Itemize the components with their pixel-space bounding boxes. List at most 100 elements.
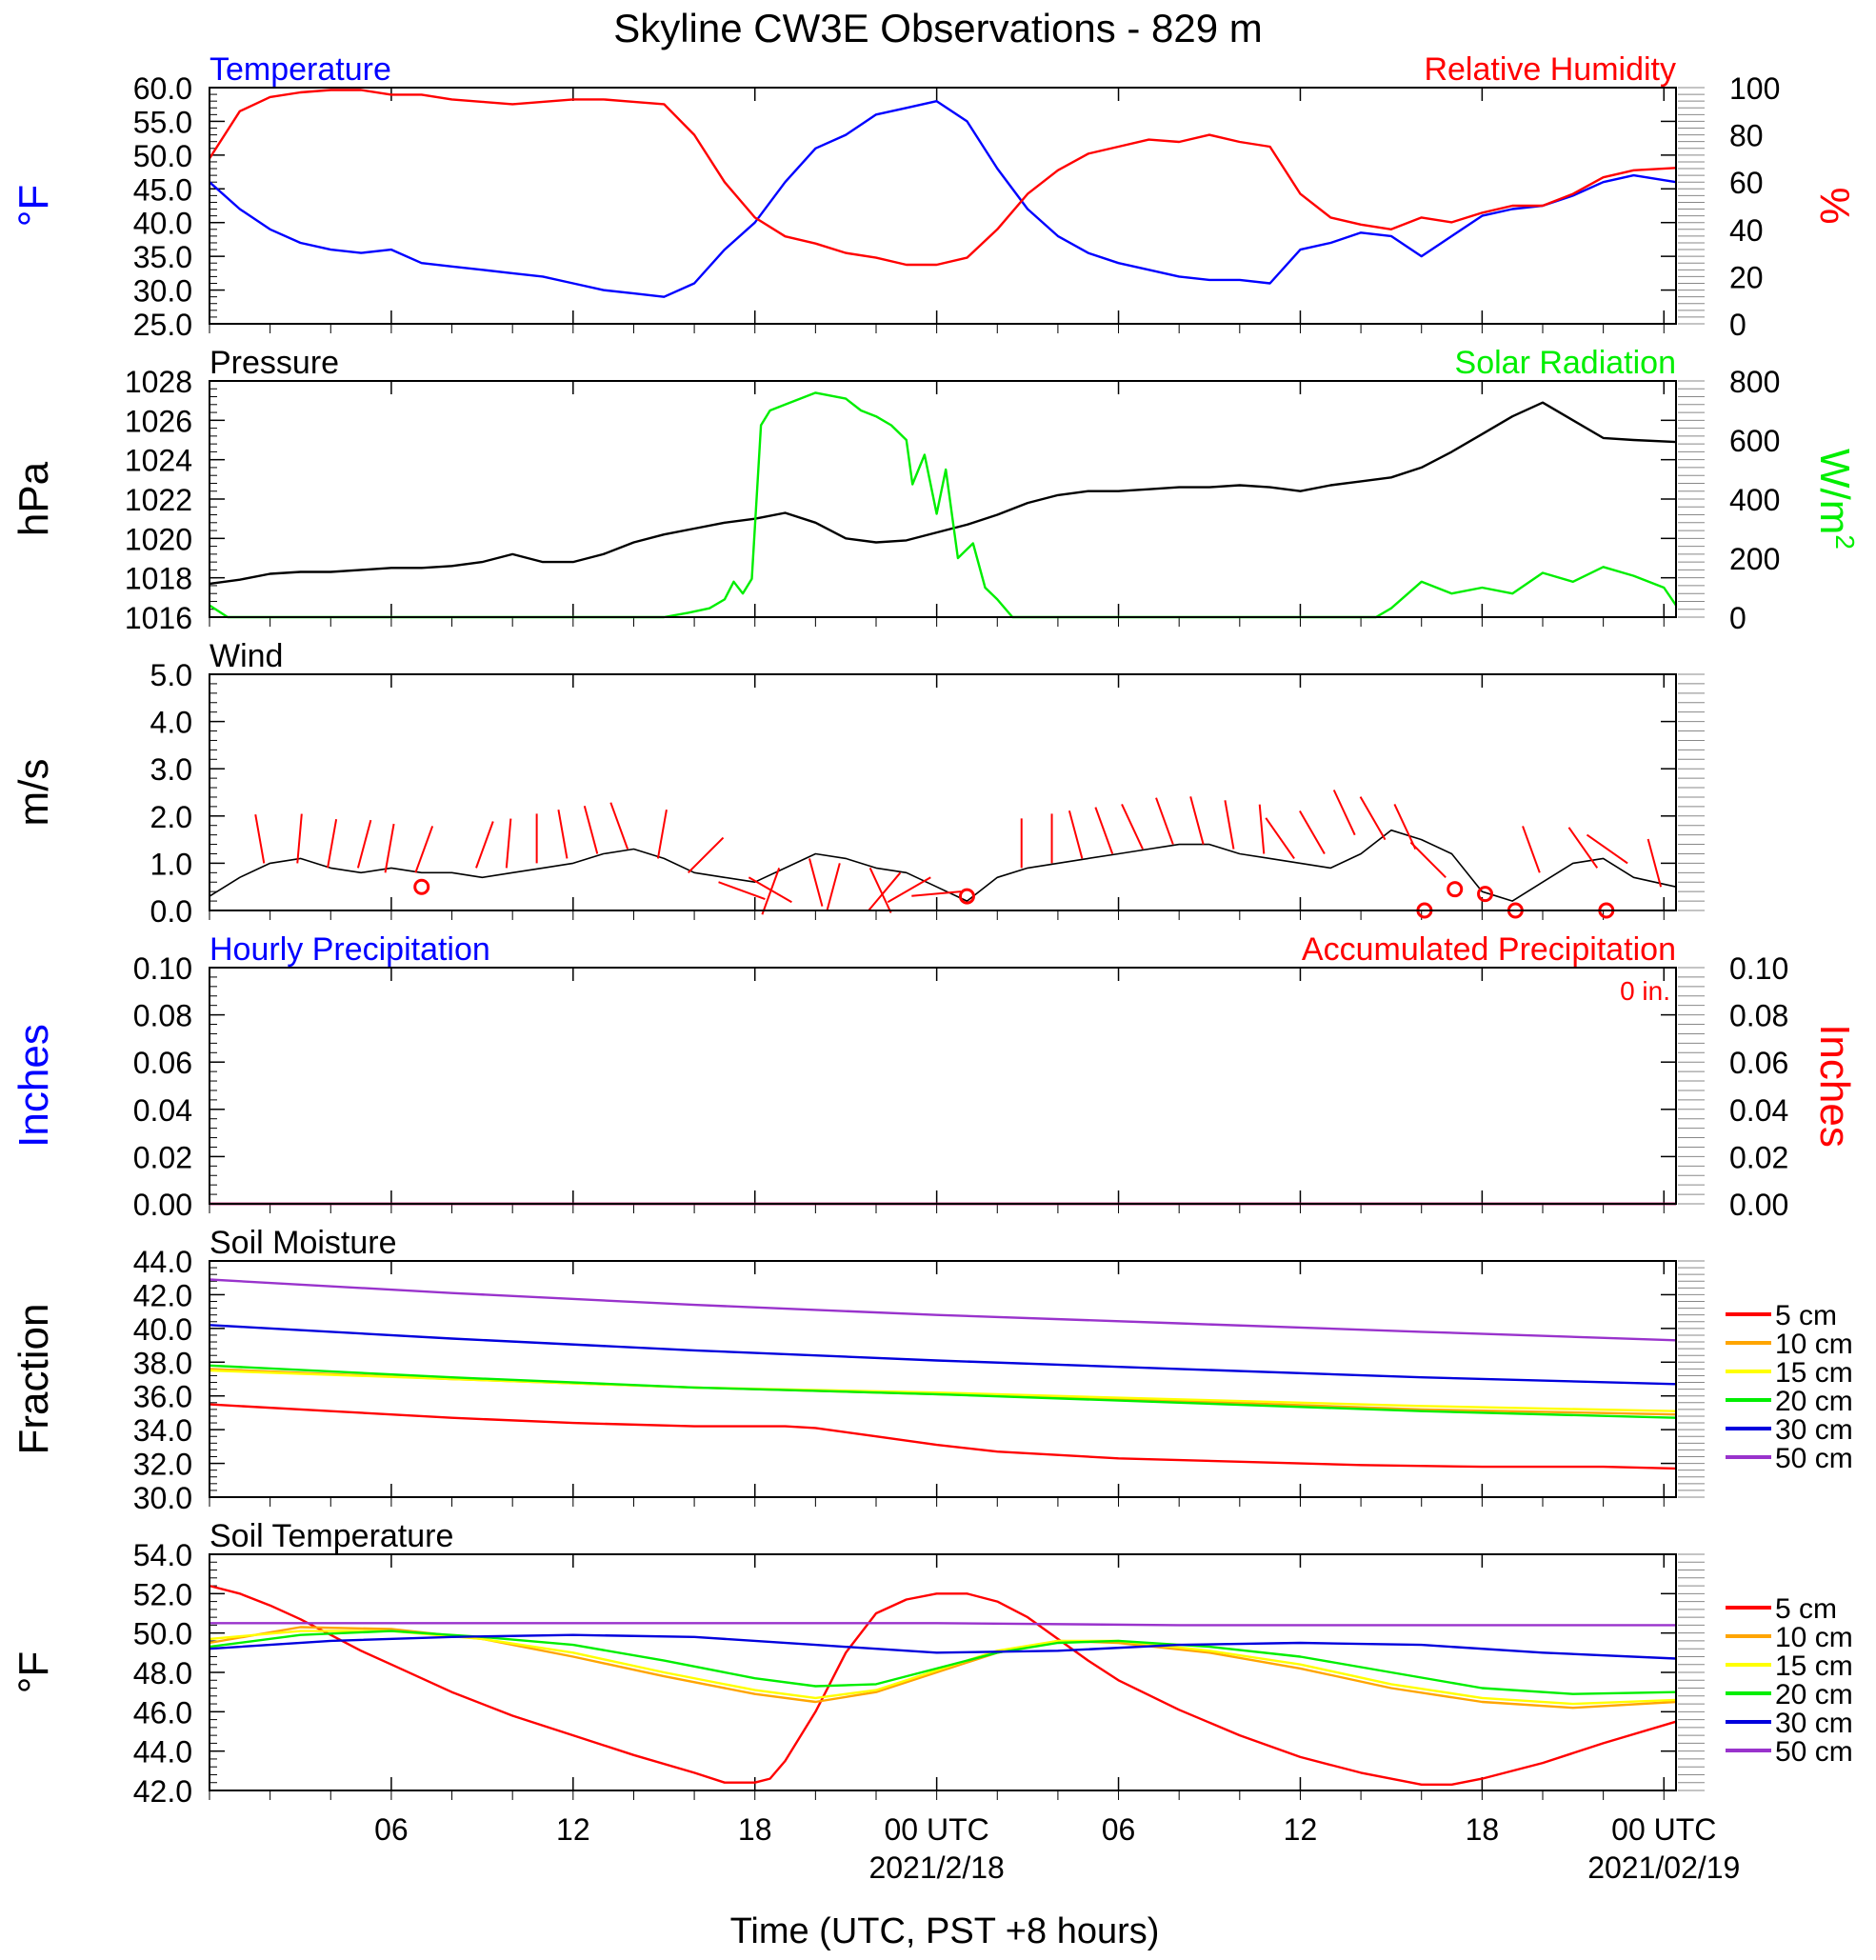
ytick-label-left: 0.10	[133, 951, 192, 986]
panel-2: Wind m/s 0.0 1.0 2.0 3.0 4.0 5.0	[10, 638, 1705, 929]
series-solar	[209, 391, 1677, 619]
legend-label: 5 cm	[1775, 1300, 1837, 1331]
wind-barb	[356, 819, 372, 869]
wind-barb	[1393, 803, 1417, 850]
series-soil_50	[210, 1622, 1676, 1627]
panel-5: Soil Temperature °F 42.0 44.0 46.0 48.0 50.0 52…	[10, 1518, 1853, 1809]
legend-label: 30 cm	[1775, 1414, 1853, 1446]
ytick-label-left: 1016	[125, 601, 192, 635]
legend-label: 50 cm	[1775, 1736, 1853, 1768]
calm-marker	[958, 888, 975, 905]
series-soil_15	[209, 1369, 1677, 1412]
wind-barb	[296, 813, 303, 864]
panel-0-right-title: Relative Humidity	[1424, 51, 1676, 88]
ytick-label-left: 35.0	[133, 240, 192, 274]
ytick-label-left: 30.0	[133, 274, 192, 309]
ytick-label-left: 50.0	[133, 139, 192, 173]
wind-barb	[1224, 800, 1235, 850]
series-humidity	[208, 89, 1677, 267]
panel-frame	[209, 87, 1677, 325]
panel-4-ylabel-left: Fraction	[10, 1304, 57, 1455]
series-soil_20	[209, 1630, 1677, 1695]
wind-barb	[656, 810, 668, 859]
wind-barb	[1646, 838, 1663, 888]
panel-5-left-title: Soil Temperature	[210, 1518, 453, 1554]
ytick-label-left: 1020	[125, 522, 192, 556]
legend-label: 5 cm	[1775, 1593, 1837, 1625]
xtick-label: 06	[1102, 1812, 1136, 1847]
wind-barb	[327, 818, 338, 869]
ytick-label-left: 30.0	[133, 1481, 192, 1515]
panels: Temperature Relative Humidity°F %25.030.03…	[10, 51, 1860, 1809]
panel-frame	[209, 967, 1677, 1205]
xtick-label: 12	[1284, 1812, 1318, 1847]
ytick-label-right: 0	[1729, 308, 1746, 342]
wind-barb	[1189, 796, 1205, 845]
ytick-label-left: 32.0	[133, 1448, 192, 1482]
ytick-label-left: 38.0	[133, 1346, 192, 1380]
ytick-label-left: 0.08	[133, 999, 192, 1033]
panel-frame	[209, 1260, 1677, 1498]
ytick-label-left: 25.0	[133, 308, 192, 342]
ytick-label-right: 0.08	[1729, 999, 1788, 1033]
unit-superscript: 2	[1830, 534, 1860, 550]
series-soil_15	[209, 1630, 1677, 1706]
series-pressure	[209, 401, 1677, 586]
legend-label: 10 cm	[1775, 1329, 1853, 1360]
ytick-label-right: 200	[1729, 542, 1780, 576]
panel-3: Hourly Precipitation Accumulated Precipit…	[10, 931, 1858, 1222]
panel-1-ylabel-right: W/m2	[1811, 449, 1860, 550]
wind-barb	[887, 876, 931, 904]
wind-barb	[254, 814, 266, 864]
ytick-label-left: 3.0	[150, 752, 192, 787]
ytick-label-right: 40	[1729, 213, 1764, 248]
wind-barb	[1265, 817, 1295, 860]
ytick-label-left: 4.0	[150, 706, 192, 740]
ytick-label-right: 0.06	[1729, 1046, 1788, 1080]
ytick-label-left: 1028	[125, 365, 192, 399]
xtick-date: 2021/2/18	[868, 1850, 1004, 1885]
ytick-label-left: 44.0	[133, 1245, 192, 1279]
accumulated-value: 0 in.	[1620, 976, 1670, 1006]
ytick-label-left: 46.0	[133, 1695, 192, 1730]
panel-0-ylabel-right: %	[1811, 187, 1858, 224]
ytick-label-right: 100	[1729, 71, 1780, 106]
ytick-label-left: 40.0	[133, 207, 192, 241]
panel-4-left-title: Soil Moisture	[210, 1225, 397, 1261]
wind-barb	[808, 858, 824, 907]
xtick-label: 18	[738, 1812, 772, 1847]
panel-frame	[209, 1553, 1677, 1791]
series-temperature	[209, 100, 1677, 298]
panel-frame	[209, 380, 1677, 618]
legend-label: 50 cm	[1775, 1443, 1853, 1474]
legend-label: 30 cm	[1775, 1708, 1853, 1739]
legend-label: 20 cm	[1775, 1679, 1853, 1710]
wind-barb	[868, 867, 892, 913]
series-wind	[209, 829, 1677, 902]
ytick-label-left: 1024	[125, 444, 192, 478]
wind-barb	[505, 818, 512, 869]
wind-barb	[1567, 827, 1599, 869]
wind-barb	[1155, 797, 1174, 845]
ytick-label-right: 0	[1729, 601, 1746, 635]
panel-2-ylabel-left: m/s	[10, 759, 57, 827]
ytick-label-left: 2.0	[150, 800, 192, 834]
panel-0-ylabel-left: °F	[10, 185, 57, 227]
panel-1-right-title: Solar Radiation	[1455, 345, 1676, 381]
wind-barb	[1299, 810, 1326, 854]
wind-barb	[718, 881, 766, 900]
ytick-label-left: 0.06	[133, 1046, 192, 1080]
xtick-label: 00 UTC	[885, 1812, 989, 1847]
panel-0-left-title: Temperature	[210, 51, 391, 88]
ytick-label-left: 1026	[125, 404, 192, 438]
wind-barb	[1121, 803, 1144, 850]
ytick-label-right: 0.10	[1729, 951, 1788, 986]
figure-title: Skyline CW3E Observations - 829 m	[613, 6, 1263, 50]
ytick-label-left: 52.0	[133, 1577, 192, 1611]
panel-3-ylabel-left: Inches	[10, 1024, 57, 1148]
xtick-label: 06	[374, 1812, 409, 1847]
calm-marker	[413, 878, 430, 895]
legend-label: 15 cm	[1775, 1357, 1853, 1389]
ytick-label-left: 34.0	[133, 1413, 192, 1448]
